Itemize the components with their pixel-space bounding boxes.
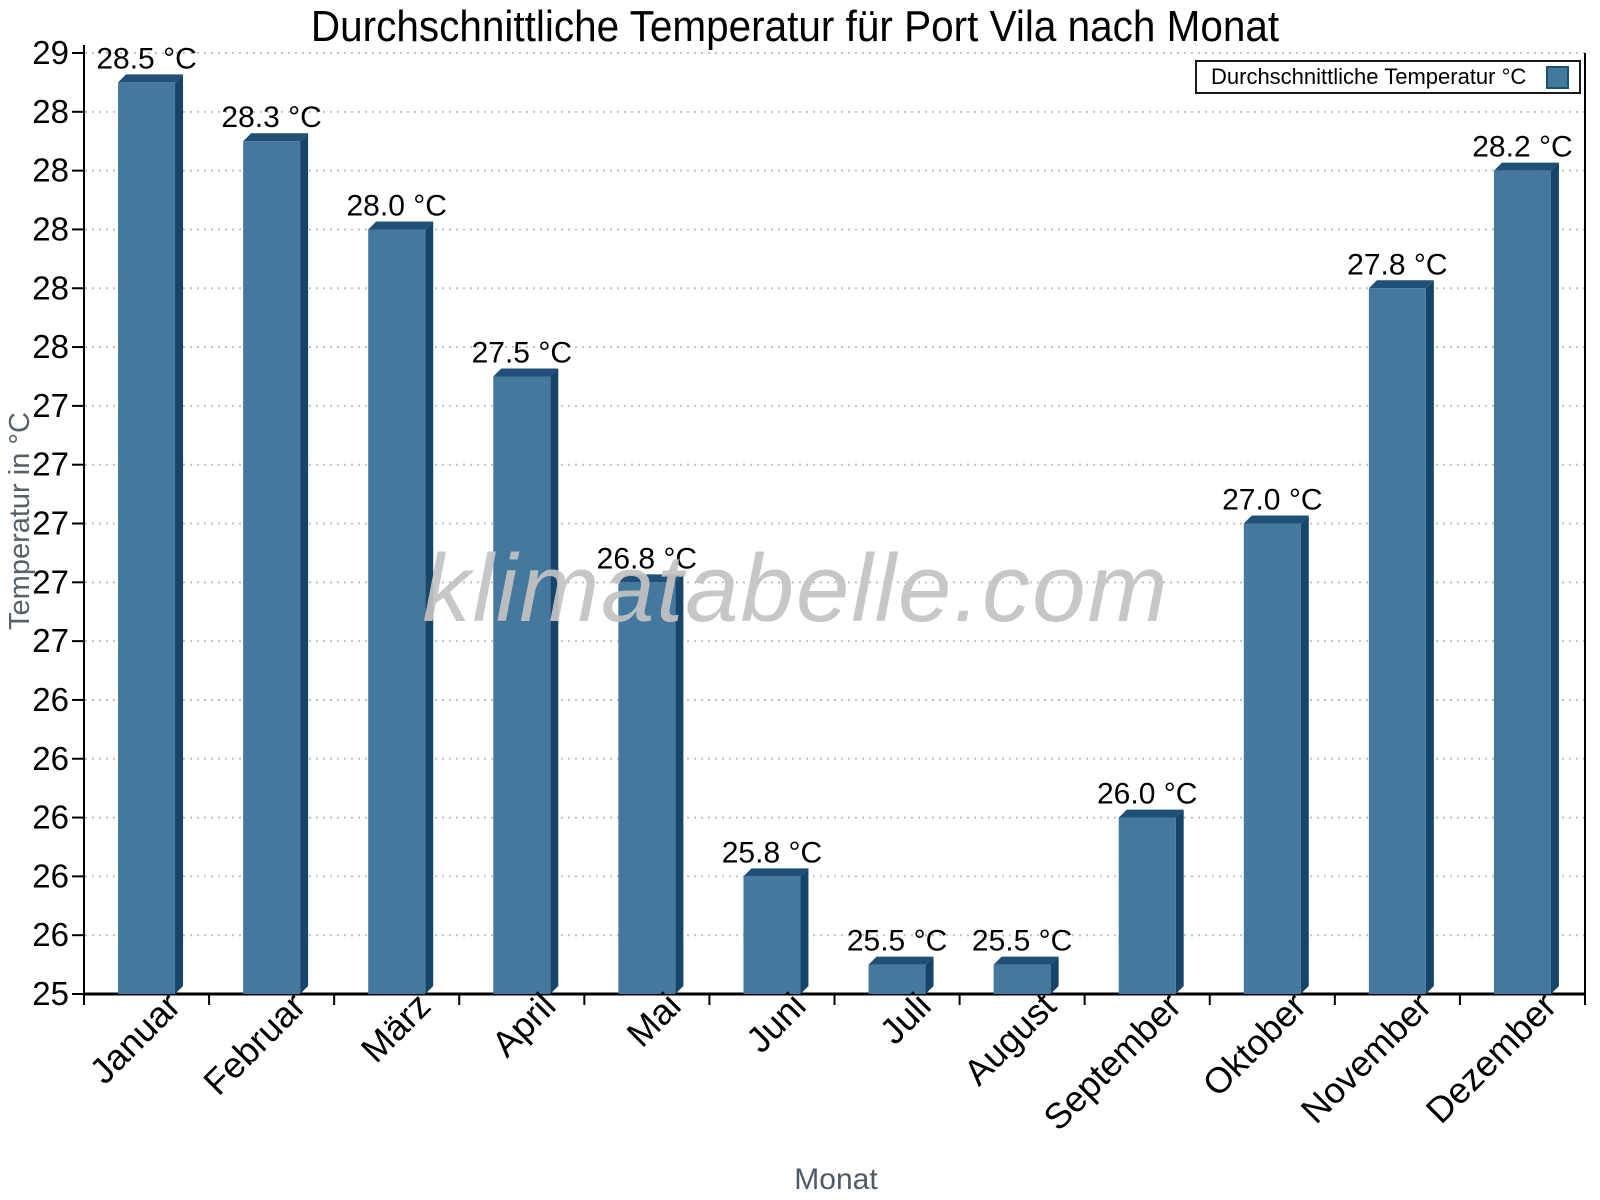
bar-top-face — [1368, 280, 1434, 289]
y-axis-title: Temperatur in °C — [4, 412, 36, 630]
bar-side-face — [1175, 809, 1184, 994]
bar-top-face — [368, 221, 434, 230]
y-tick-label: 28 — [32, 93, 69, 130]
x-tick-label: März — [353, 985, 439, 1071]
bar-value-label: 25.8 °C — [722, 836, 822, 869]
legend-label: Durchschnittliche Temperatur °C — [1211, 64, 1527, 89]
x-tick-label: Dezember — [1418, 985, 1564, 1131]
y-tick-label: 26 — [32, 916, 69, 953]
y-tick-label: 27 — [32, 563, 69, 600]
y-tick-label: 27 — [32, 446, 69, 483]
y-tick-label: 27 — [32, 622, 69, 659]
bar — [868, 964, 926, 994]
bar — [1493, 170, 1551, 994]
bar-value-label: 26.0 °C — [1097, 778, 1197, 811]
y-tick-label: 26 — [32, 681, 69, 718]
x-tick-label: Oktober — [1194, 985, 1314, 1105]
bar — [368, 229, 426, 994]
bar-top-face — [1493, 162, 1559, 171]
bar — [1243, 523, 1301, 994]
bar — [118, 82, 176, 994]
legend-swatch-icon — [1546, 65, 1569, 89]
bar-value-label: 28.3 °C — [221, 101, 321, 134]
legend: Durchschnittliche Temperatur °C — [1195, 60, 1581, 94]
bar-value-label: 28.0 °C — [347, 189, 447, 222]
bar-top-face — [868, 956, 934, 965]
y-tick-label: 26 — [32, 857, 69, 894]
bar — [1118, 817, 1176, 994]
bar-side-face — [675, 574, 684, 994]
bar — [993, 964, 1051, 994]
bar-top-face — [618, 574, 684, 583]
bar — [618, 582, 676, 994]
bar-side-face — [800, 868, 809, 994]
bar-top-face — [743, 868, 809, 877]
bar — [1368, 288, 1426, 994]
bar-side-face — [550, 368, 559, 994]
chart-title: Durchschnittliche Temperatur für Port Vi… — [310, 2, 1280, 51]
bar-value-label: 25.5 °C — [847, 925, 947, 958]
bar-top-face — [493, 368, 559, 377]
bar-side-face — [1425, 280, 1434, 994]
x-tick-label: Juni — [738, 985, 814, 1061]
bar-value-label: 27.5 °C — [472, 336, 572, 369]
y-tick-label: 29 — [32, 34, 69, 71]
bar-value-label: 26.8 °C — [597, 542, 697, 575]
y-tick-label: 27 — [32, 387, 69, 424]
y-tick-label: 28 — [32, 152, 69, 189]
bar-value-label: 25.5 °C — [972, 925, 1072, 958]
bar-side-face — [925, 956, 934, 994]
bar-value-label: 28.5 °C — [96, 42, 196, 75]
x-tick-label: Februar — [195, 985, 313, 1103]
y-tick-label: 26 — [32, 799, 69, 836]
y-tick-label: 25 — [32, 975, 69, 1012]
x-tick-label: November — [1293, 985, 1439, 1131]
bar-side-face — [425, 221, 434, 994]
bar-top-face — [1243, 515, 1309, 524]
x-tick-label: September — [1035, 985, 1189, 1139]
y-tick-label: 27 — [32, 505, 69, 542]
bar-top-face — [1118, 809, 1184, 818]
y-tick-label: 28 — [32, 328, 69, 365]
y-tick-label: 28 — [32, 210, 69, 247]
bar-side-face — [1550, 162, 1559, 994]
bar-top-face — [243, 133, 309, 142]
bar-top-face — [993, 956, 1059, 965]
bar — [743, 876, 801, 994]
bar-value-label: 27.0 °C — [1222, 484, 1322, 517]
y-tick-label: 26 — [32, 740, 69, 777]
bar — [243, 141, 301, 994]
x-axis-title: Monat — [794, 1163, 878, 1196]
x-tick-label: August — [956, 985, 1064, 1093]
bar — [493, 376, 551, 994]
bar-side-face — [1300, 515, 1309, 994]
x-tick-label: Januar — [81, 985, 188, 1092]
bar-value-label: 27.8 °C — [1347, 248, 1447, 281]
y-tick-label: 28 — [32, 269, 69, 306]
x-tick-label: April — [484, 985, 564, 1065]
bar-value-label: 28.2 °C — [1472, 131, 1572, 164]
bar-top-face — [118, 74, 184, 83]
bar-side-face — [175, 74, 184, 994]
bar-side-face — [300, 133, 309, 994]
bar-side-face — [1050, 956, 1059, 994]
